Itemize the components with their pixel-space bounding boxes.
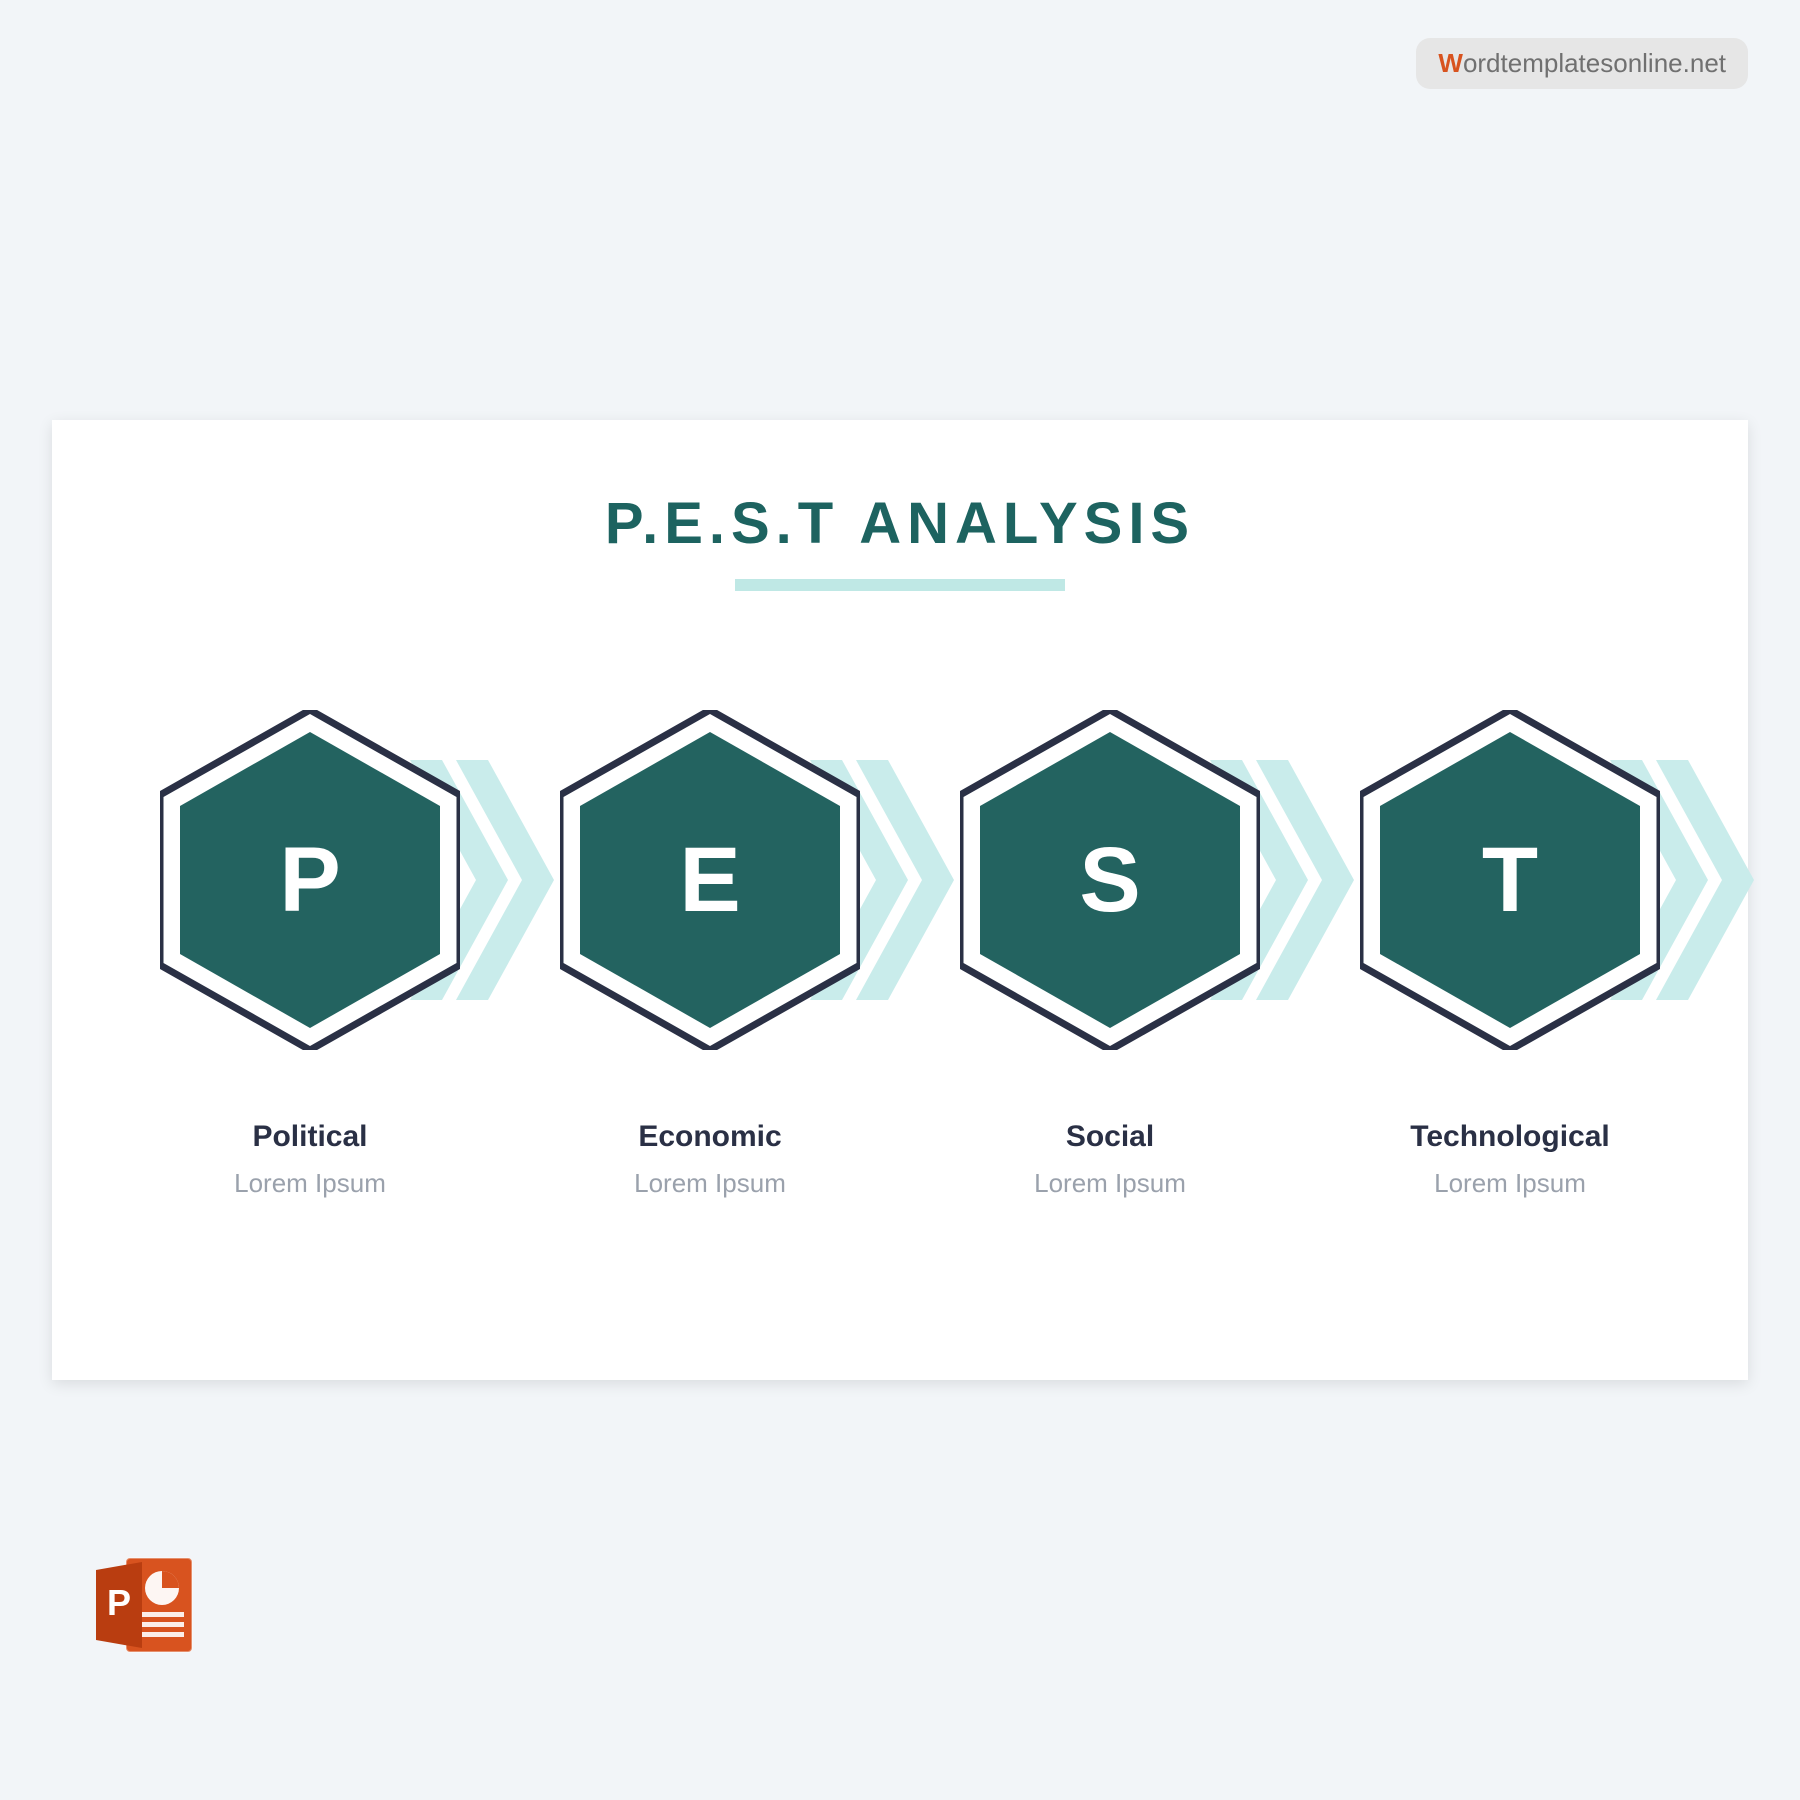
label-col-s: Social Lorem Ipsum [960,1120,1260,1199]
hex-letter: S [960,710,1260,1050]
label-heading: Economic [560,1120,860,1154]
label-col-t: Technological Lorem Ipsum [1360,1120,1660,1199]
hexagon: E [560,710,860,1050]
label-heading: Technological [1360,1120,1660,1154]
hex-letter: E [560,710,860,1050]
label-subtext: Lorem Ipsum [560,1168,860,1199]
label-subtext: Lorem Ipsum [1360,1168,1660,1199]
label-col-p: Political Lorem Ipsum [160,1120,460,1199]
slide-title: P.E.S.T ANALYSIS [52,490,1748,557]
label-subtext: Lorem Ipsum [160,1168,460,1199]
label-heading: Political [160,1120,460,1154]
watermark-badge: Wordtemplatesonline.net [1416,38,1748,89]
watermark-rest: ordtemplatesonline.net [1463,48,1726,78]
hex-letter: P [160,710,460,1050]
hex-unit-s: S [960,710,1320,1050]
hexagon: P [160,710,460,1050]
hexagon: T [1360,710,1660,1050]
hex-row: P E S [52,710,1748,1050]
hex-unit-e: E [560,710,920,1050]
hex-letter: T [1360,710,1660,1050]
label-subtext: Lorem Ipsum [960,1168,1260,1199]
powerpoint-icon: P [90,1550,200,1660]
hex-unit-p: P [160,710,520,1050]
hexagon: S [960,710,1260,1050]
slide-canvas: P.E.S.T ANALYSIS P E [52,420,1748,1380]
label-col-e: Economic Lorem Ipsum [560,1120,860,1199]
hex-unit-t: T [1360,710,1720,1050]
label-heading: Social [960,1120,1260,1154]
title-underline [735,579,1065,591]
svg-text:P: P [107,1582,131,1623]
watermark-w: W [1438,48,1463,78]
